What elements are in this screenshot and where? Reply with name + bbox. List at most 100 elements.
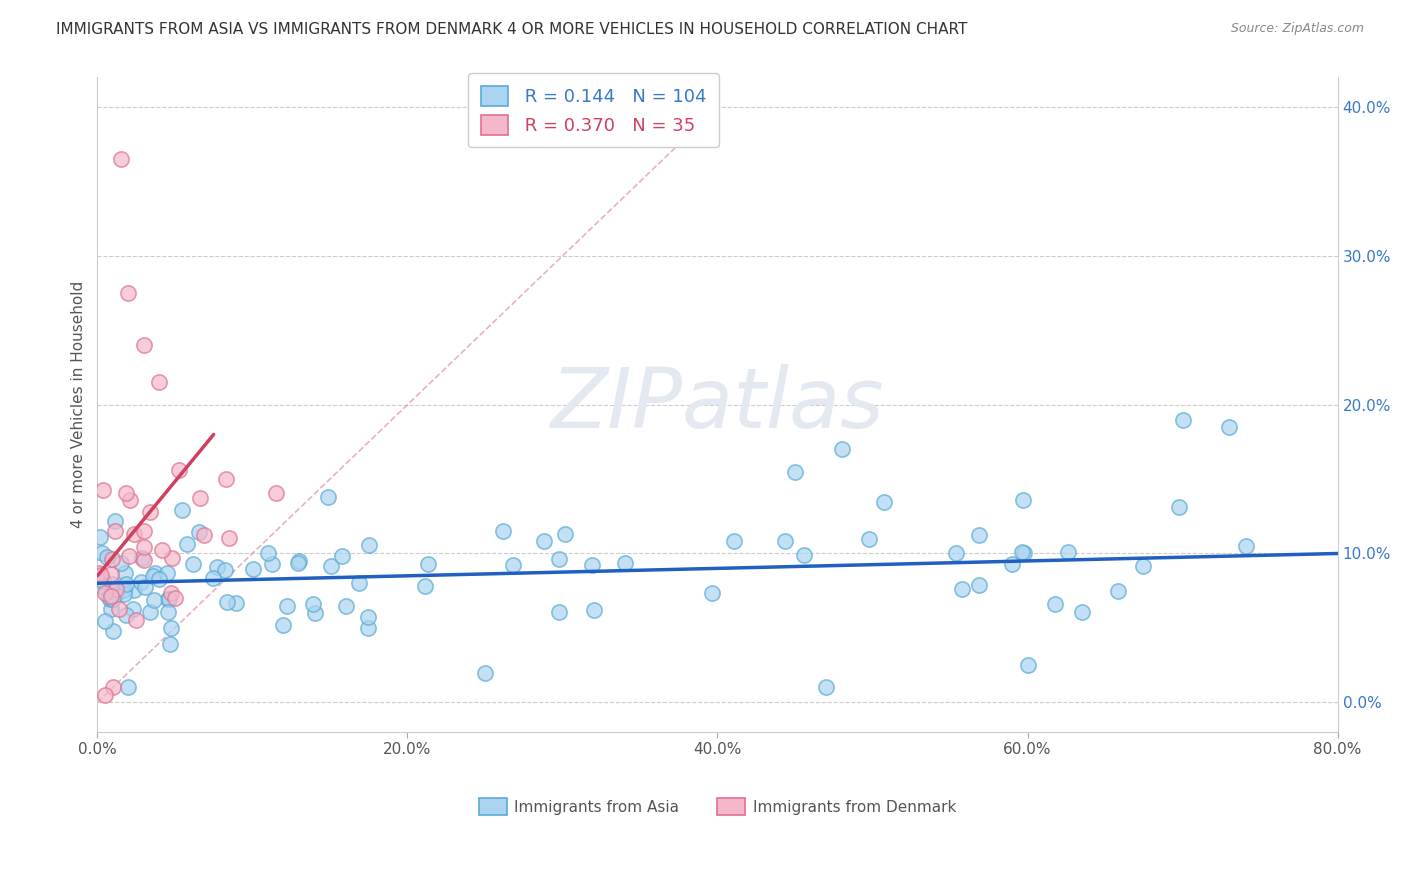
Point [94, 688, 117, 702]
Point [548, 606, 571, 620]
Point [120, 493, 142, 508]
Point [114, 486, 136, 500]
Y-axis label: 4 or more Vehicles in Household: 4 or more Vehicles in Household [72, 281, 86, 528]
Point [316, 490, 339, 504]
Point [202, 571, 225, 585]
Point [100, 589, 122, 603]
Point [357, 610, 380, 624]
Point [156, 566, 179, 581]
Point [157, 591, 180, 606]
Point [218, 531, 240, 545]
Point [110, 557, 132, 571]
Point [614, 556, 637, 570]
Point [357, 538, 380, 552]
Point [89, 530, 111, 544]
Point [533, 533, 555, 548]
Point [101, 681, 124, 695]
Point [242, 562, 264, 576]
Point [104, 514, 127, 528]
Point [302, 597, 325, 611]
Point [188, 525, 211, 540]
Point [163, 591, 186, 606]
Point [548, 551, 571, 566]
Point [90, 568, 112, 582]
Point [156, 605, 179, 619]
Point [582, 603, 605, 617]
Point [91, 574, 114, 589]
Point [700, 586, 723, 600]
Point [122, 582, 145, 597]
Point [117, 286, 139, 301]
Point [125, 614, 148, 628]
Point [1171, 412, 1194, 426]
Point [1011, 493, 1033, 508]
Point [773, 534, 796, 549]
Point [288, 554, 311, 568]
Point [188, 491, 211, 506]
Point [104, 524, 127, 538]
Point [121, 601, 143, 615]
Point [1132, 559, 1154, 574]
Point [132, 553, 155, 567]
Point [783, 465, 806, 479]
Point [287, 556, 309, 570]
Point [159, 637, 181, 651]
Point [945, 546, 967, 560]
Point [118, 549, 141, 563]
Point [124, 527, 146, 541]
Point [87, 566, 110, 581]
Text: IMMIGRANTS FROM ASIA VS IMMIGRANTS FROM DENMARK 4 OR MORE VEHICLES IN HOUSEHOLD : IMMIGRANTS FROM ASIA VS IMMIGRANTS FROM … [56, 22, 967, 37]
Point [134, 581, 156, 595]
Point [112, 583, 135, 598]
Point [950, 582, 973, 597]
Point [91, 483, 114, 497]
Point [93, 586, 115, 600]
Text: ZIPatlas: ZIPatlas [551, 364, 884, 445]
Point [112, 587, 135, 601]
Point [114, 566, 136, 580]
Point [492, 524, 515, 538]
Legend: Immigrants from Asia, Immigrants from Denmark: Immigrants from Asia, Immigrants from De… [472, 792, 962, 821]
Point [858, 532, 880, 546]
Point [1012, 546, 1035, 560]
Point [831, 442, 853, 457]
Point [160, 586, 183, 600]
Point [257, 545, 280, 559]
Point [319, 558, 342, 573]
Point [413, 579, 436, 593]
Point [142, 569, 165, 583]
Point [1043, 597, 1066, 611]
Point [139, 605, 162, 619]
Point [260, 557, 283, 571]
Point [167, 463, 190, 477]
Point [967, 578, 990, 592]
Point [101, 589, 124, 603]
Point [1168, 500, 1191, 514]
Point [134, 524, 156, 538]
Point [101, 576, 124, 591]
Point [148, 376, 170, 390]
Point [98, 590, 121, 604]
Point [330, 549, 353, 563]
Point [176, 537, 198, 551]
Point [108, 602, 131, 616]
Point [1107, 583, 1129, 598]
Point [217, 595, 239, 609]
Point [104, 586, 127, 600]
Point [181, 557, 204, 571]
Point [89, 573, 111, 587]
Point [131, 550, 153, 565]
Point [304, 606, 326, 620]
Point [335, 599, 357, 614]
Point [170, 502, 193, 516]
Point [502, 558, 524, 572]
Point [157, 591, 180, 606]
Point [273, 617, 295, 632]
Point [581, 558, 603, 573]
Point [1236, 539, 1258, 553]
Point [723, 533, 745, 548]
Point [814, 681, 837, 695]
Point [110, 153, 132, 167]
Point [793, 548, 815, 562]
Point [159, 621, 181, 635]
